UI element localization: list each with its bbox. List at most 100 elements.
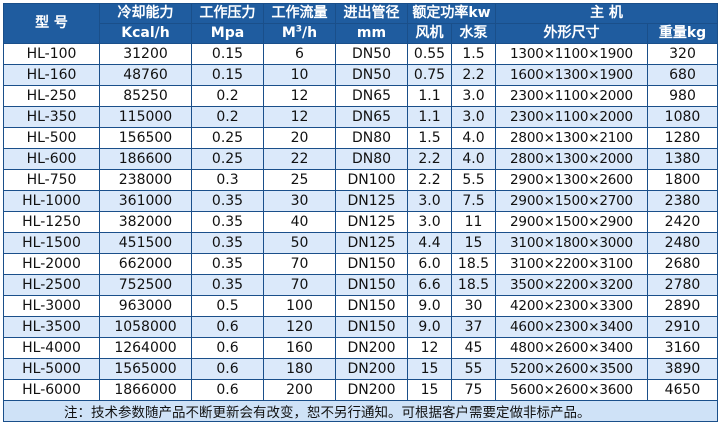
cell-dims: 5600×2600×3600 [495, 379, 648, 401]
cell-weight: 1800 [647, 169, 718, 191]
cell-dims: 2900×1300×2600 [495, 169, 648, 191]
cell-fan: 12 [407, 337, 452, 359]
cell-cooling: 1565000 [99, 358, 192, 380]
cell-cooling: 31200 [99, 43, 192, 65]
cell-cooling: 115000 [99, 106, 192, 128]
cell-flow: 10 [263, 64, 336, 86]
cell-flow: 22 [263, 148, 336, 170]
cell-pipe: DN150 [335, 316, 408, 338]
header-weight: 重量kg [647, 23, 718, 44]
cell-pipe: DN150 [335, 295, 408, 317]
header-pipe: 进出管径 [335, 3, 408, 24]
cell-pressure: 0.6 [191, 316, 264, 338]
cell-pipe: DN200 [335, 337, 408, 359]
header-pressure-unit: Mpa [191, 23, 264, 44]
cell-weight: 2380 [647, 190, 718, 212]
cell-model: HL-4000 [3, 337, 100, 359]
cell-cooling: 963000 [99, 295, 192, 317]
cell-flow: 180 [263, 358, 336, 380]
spec-table: 型 号 冷却能力 工作压力 工作流量 进出管径 额定功率kw 主 机 Kcal/… [3, 3, 718, 422]
header-model: 型 号 [3, 3, 100, 44]
cell-pipe: DN50 [335, 43, 408, 65]
cell-cooling: 662000 [99, 253, 192, 275]
cell-dims: 2800×1300×2000 [495, 148, 648, 170]
cell-fan: 2.2 [407, 148, 452, 170]
cell-weight: 2780 [647, 274, 718, 296]
header-power: 额定功率kw [407, 3, 496, 24]
cell-cooling: 1866000 [99, 379, 192, 401]
cell-pipe: DN150 [335, 253, 408, 275]
cell-fan: 1.5 [407, 127, 452, 149]
cell-model: HL-500 [3, 127, 100, 149]
cell-fan: 15 [407, 358, 452, 380]
cell-flow: 12 [263, 106, 336, 128]
cell-flow: 160 [263, 337, 336, 359]
cell-model: HL-1250 [3, 211, 100, 233]
table-body: HL-100 31200 0.15 6 DN50 0.55 1.5 1300×1100×190… [3, 43, 718, 401]
header-cooling-unit: Kcal/h [99, 23, 192, 44]
cell-fan: 1.1 [407, 106, 452, 128]
table-row: HL-1500 451500 0.35 50 DN125 4.4 15 3100×1800×3… [3, 232, 718, 254]
table-row: HL-1250 382000 0.35 40 DN125 3.0 11 2900×1500×2… [3, 211, 718, 233]
cell-weight: 4650 [647, 379, 718, 401]
cell-pump: 2.2 [451, 64, 496, 86]
cell-pump: 3.0 [451, 106, 496, 128]
cell-pipe: DN80 [335, 148, 408, 170]
cell-weight: 1380 [647, 148, 718, 170]
cell-pressure: 0.35 [191, 211, 264, 233]
table-row: HL-3500 1058000 0.6 120 DN150 9.0 37 4600×2300×… [3, 316, 718, 338]
cell-pump: 3.0 [451, 85, 496, 107]
cell-dims: 3500×2200×3200 [495, 274, 648, 296]
cell-pipe: DN80 [335, 127, 408, 149]
cell-pump: 7.5 [451, 190, 496, 212]
cell-flow: 100 [263, 295, 336, 317]
cell-model: HL-3500 [3, 316, 100, 338]
table-row: HL-600 186600 0.25 22 DN80 2.2 4.0 2800×1300×20… [3, 148, 718, 170]
cell-weight: 3160 [647, 337, 718, 359]
table-row: HL-2500 752500 0.35 70 DN150 6.6 18.5 3500×2200… [3, 274, 718, 296]
cell-pressure: 0.25 [191, 127, 264, 149]
cell-fan: 9.0 [407, 316, 452, 338]
cell-fan: 3.0 [407, 211, 452, 233]
cell-pump: 18.5 [451, 253, 496, 275]
cell-cooling: 186600 [99, 148, 192, 170]
cell-model: HL-1000 [3, 190, 100, 212]
cell-weight: 2680 [647, 253, 718, 275]
cell-fan: 2.2 [407, 169, 452, 191]
spec-table-container: 型 号 冷却能力 工作压力 工作流量 进出管径 额定功率kw 主 机 Kcal/… [3, 3, 718, 422]
cell-pipe: DN65 [335, 85, 408, 107]
cell-fan: 0.75 [407, 64, 452, 86]
cell-pipe: DN100 [335, 169, 408, 191]
cell-model: HL-2500 [3, 274, 100, 296]
cell-model: HL-3000 [3, 295, 100, 317]
cell-fan: 1.1 [407, 85, 452, 107]
cell-pressure: 0.6 [191, 358, 264, 380]
cell-fan: 4.4 [407, 232, 452, 254]
cell-weight: 320 [647, 43, 718, 65]
cell-flow: 50 [263, 232, 336, 254]
header-pipe-unit: mm [335, 23, 408, 44]
cell-flow: 40 [263, 211, 336, 233]
cell-weight: 2890 [647, 295, 718, 317]
table-row: HL-500 156500 0.25 20 DN80 1.5 4.0 2800×1300×21… [3, 127, 718, 149]
cell-pump: 5.5 [451, 169, 496, 191]
cell-weight: 1280 [647, 127, 718, 149]
cell-pressure: 0.5 [191, 295, 264, 317]
cell-cooling: 451500 [99, 232, 192, 254]
table-row: HL-100 31200 0.15 6 DN50 0.55 1.5 1300×1100×190… [3, 43, 718, 65]
header-main: 主 机 [495, 3, 718, 24]
cell-model: HL-5000 [3, 358, 100, 380]
cell-weight: 2420 [647, 211, 718, 233]
cell-dims: 2800×1300×2100 [495, 127, 648, 149]
cell-model: HL-2000 [3, 253, 100, 275]
cell-pump: 11 [451, 211, 496, 233]
cell-weight: 2910 [647, 316, 718, 338]
cell-model: HL-6000 [3, 379, 100, 401]
cell-cooling: 156500 [99, 127, 192, 149]
cell-dims: 1600×1300×1900 [495, 64, 648, 86]
cell-dims: 1300×1100×1900 [495, 43, 648, 65]
cell-model: HL-350 [3, 106, 100, 128]
header-flow-unit: M3/h [263, 23, 336, 44]
cell-dims: 3100×1800×3000 [495, 232, 648, 254]
table-row: HL-350 115000 0.2 12 DN65 1.1 3.0 2300×1100×200… [3, 106, 718, 128]
